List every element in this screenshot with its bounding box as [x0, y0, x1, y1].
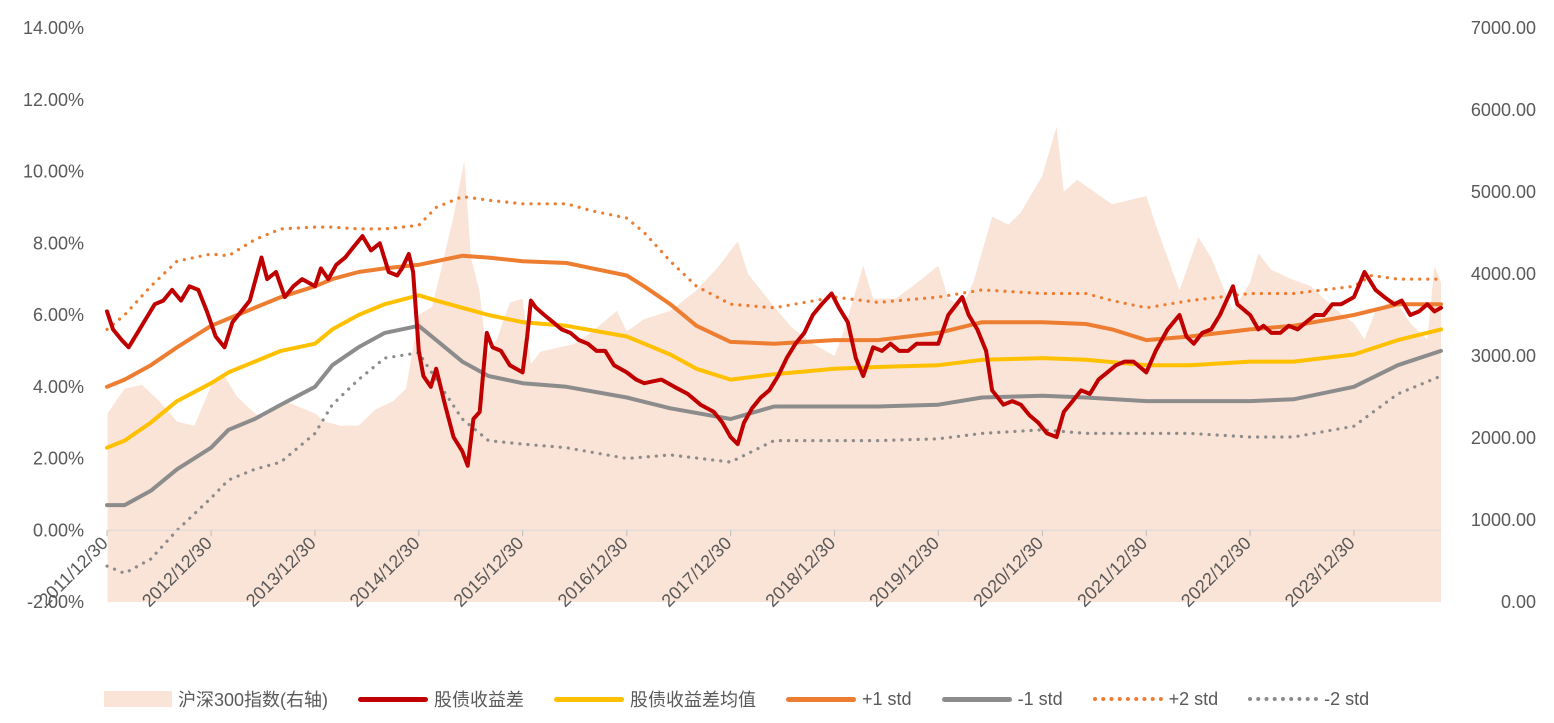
- spread-line: [105, 234, 1443, 468]
- legend-label-minus1std: -1 std: [1017, 688, 1063, 709]
- legend-swatch-plus1std: [786, 696, 857, 702]
- y-right-tick-label: 0.00: [1501, 592, 1536, 612]
- y-right-tick-label: 7000.00: [1471, 18, 1536, 38]
- legend-label-index: 沪深300指数(右轴): [178, 690, 329, 710]
- minus1std-line: [105, 323, 1443, 508]
- y-right-tick-label: 1000.00: [1471, 510, 1536, 530]
- index-area: [107, 126, 1442, 603]
- legend-label-plus2std: +2 std: [1168, 688, 1219, 709]
- legend-item-minus2std: -2 std: [1248, 689, 1369, 710]
- plus2std-line: [105, 195, 1443, 331]
- y-left-tick-label: 8.00%: [33, 233, 84, 253]
- area-layer: [107, 126, 1442, 603]
- right-axis: 0.00 1000.00 2000.00 3000.00 4000.00 5000.00 6…: [1471, 18, 1536, 612]
- chart-canvas: -2.00% 0.00% 2.00% 4.00% 6.00% 8.00% 10.00% 12.…: [23, 18, 1536, 612]
- legend-label-plus1std: +1 std: [862, 688, 912, 709]
- mean-line: [105, 293, 1443, 450]
- y-right-tick-label: 6000.00: [1471, 100, 1536, 120]
- y-left-tick-label: 4.00%: [33, 377, 84, 397]
- legend-swatch-minus1std: [941, 696, 1012, 702]
- plus1std-line: [105, 253, 1443, 389]
- y-left-tick-label: 10.00%: [23, 162, 84, 182]
- y-left-tick-label: 6.00%: [33, 305, 84, 325]
- legend-item-plus2std: +2 std: [1092, 688, 1219, 710]
- left-axis: -2.00% 0.00% 2.00% 4.00% 6.00% 8.00% 10.00% 12.…: [23, 18, 84, 612]
- legend-swatch-plus2std: [1092, 697, 1163, 701]
- y-left-tick-label: -2.00%: [27, 592, 84, 612]
- legend: 沪深300指数(右轴) 股债收益差 股债收益差均值 +1 std -1 std …: [104, 684, 1544, 714]
- legend-item-plus1std: +1 std: [786, 689, 912, 710]
- legend-item-index: 沪深300指数(右轴): [104, 686, 328, 712]
- y-left-tick-label: 0.00%: [33, 520, 84, 540]
- legend-label-mean: 股债收益差均值: [630, 690, 757, 710]
- y-left-tick-label: 14.00%: [23, 18, 84, 38]
- legend-swatch-spread: [358, 696, 429, 702]
- legend-swatch-minus2std: [1248, 697, 1319, 701]
- lines-layer: [105, 195, 1443, 575]
- minus2std-line: [105, 351, 1443, 575]
- legend-label-minus2std: -2 std: [1324, 688, 1370, 709]
- y-right-tick-label: 2000.00: [1471, 428, 1536, 448]
- legend-item-spread: 股债收益差: [358, 686, 524, 712]
- y-right-tick-label: 4000.00: [1471, 264, 1536, 284]
- y-left-tick-label: 12.00%: [23, 90, 84, 110]
- legend-swatch-index: [104, 691, 172, 707]
- legend-label-spread: 股债收益差: [434, 690, 525, 710]
- legend-swatch-mean: [554, 696, 625, 702]
- legend-item-minus1std: -1 std: [941, 688, 1063, 710]
- legend-item-mean: 股债收益差均值: [554, 686, 756, 712]
- y-right-tick-label: 5000.00: [1471, 182, 1536, 202]
- y-left-tick-label: 2.00%: [33, 449, 84, 469]
- y-right-tick-label: 3000.00: [1471, 346, 1536, 366]
